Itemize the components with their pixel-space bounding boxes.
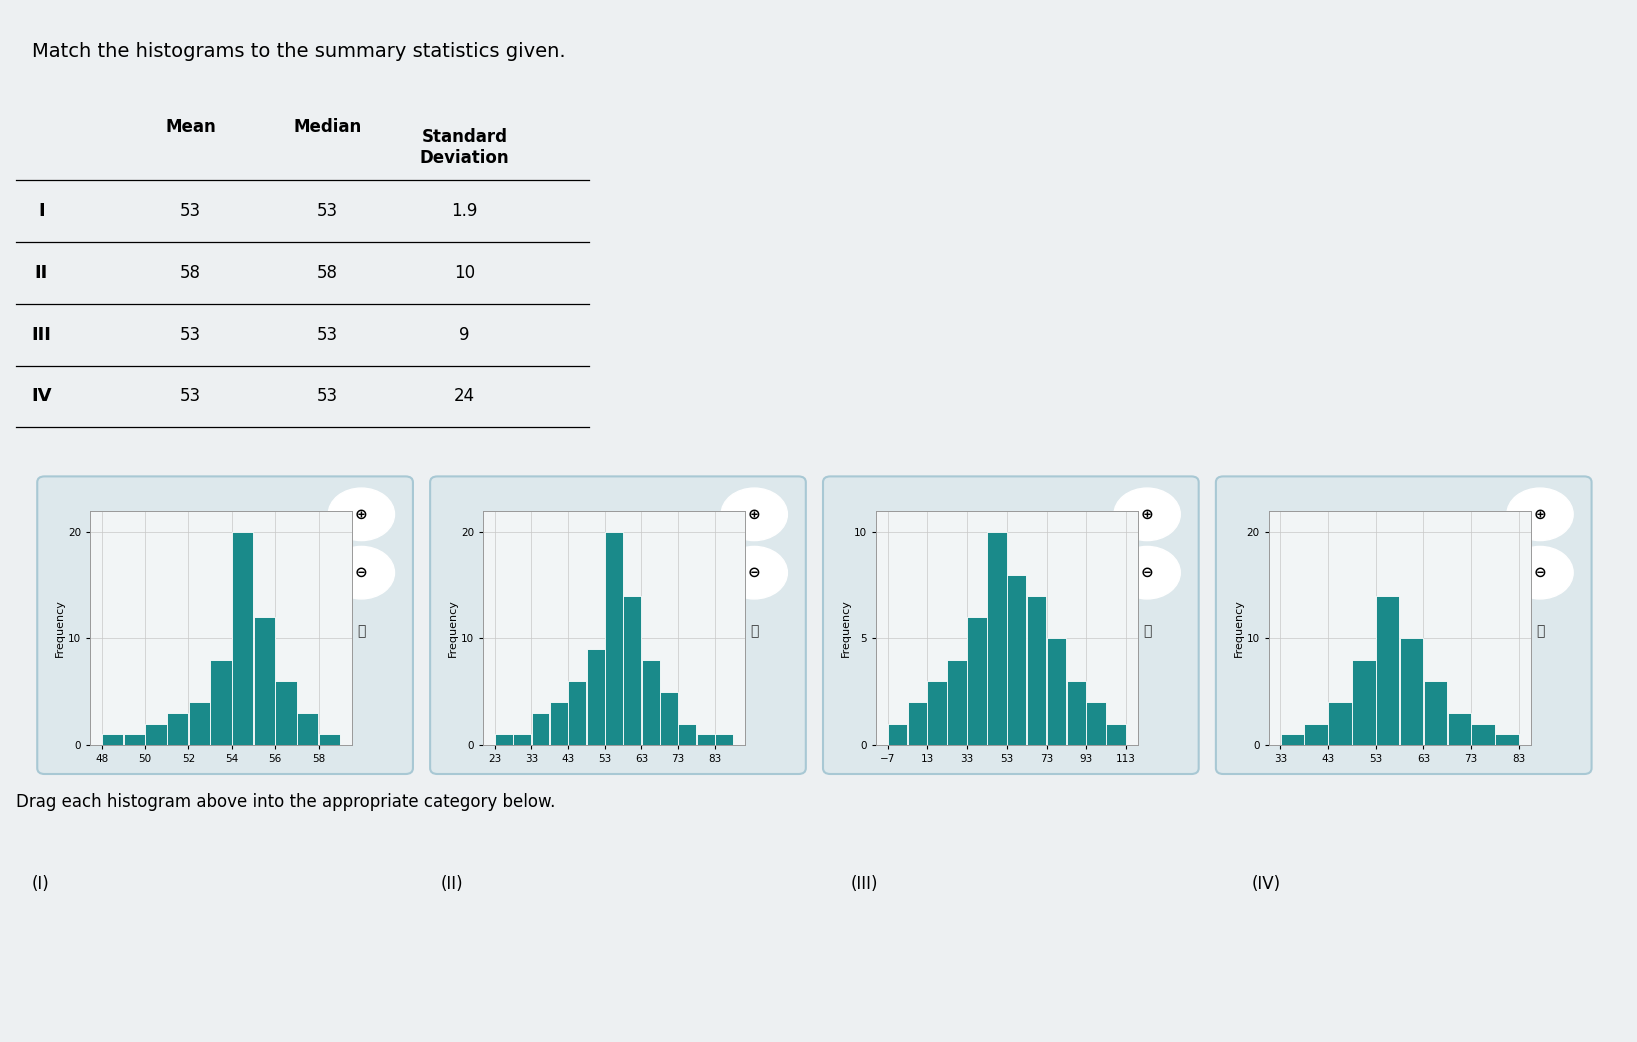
- Text: 10: 10: [453, 264, 475, 281]
- Text: ⊖: ⊖: [748, 565, 761, 580]
- Bar: [678, 724, 696, 745]
- Bar: [124, 735, 146, 745]
- Text: I: I: [38, 202, 44, 220]
- Y-axis label: Frequency: Frequency: [841, 599, 851, 656]
- Bar: [948, 660, 967, 745]
- Text: (IV): (IV): [1251, 874, 1280, 893]
- Text: (III): (III): [850, 874, 877, 893]
- Text: ⧉: ⧉: [1143, 624, 1151, 638]
- Text: 53: 53: [318, 388, 337, 405]
- Bar: [606, 531, 622, 745]
- Text: Standard
Deviation: Standard Deviation: [419, 128, 509, 167]
- Bar: [275, 681, 296, 745]
- Text: Match the histograms to the summary statistics given.: Match the histograms to the summary stat…: [33, 42, 566, 60]
- Bar: [512, 735, 530, 745]
- Bar: [1087, 702, 1107, 745]
- Bar: [928, 681, 946, 745]
- Bar: [232, 531, 254, 745]
- Bar: [101, 735, 123, 745]
- Circle shape: [1115, 546, 1180, 599]
- Bar: [494, 735, 512, 745]
- Bar: [550, 702, 568, 745]
- Text: ⧉: ⧉: [1536, 624, 1544, 638]
- Bar: [188, 702, 210, 745]
- Text: 58: 58: [318, 264, 337, 281]
- Bar: [1107, 724, 1126, 745]
- Text: 9: 9: [458, 325, 470, 344]
- Y-axis label: Frequency: Frequency: [56, 599, 65, 656]
- Text: ⊖: ⊖: [1534, 565, 1547, 580]
- Circle shape: [327, 546, 395, 599]
- Circle shape: [722, 488, 787, 541]
- Y-axis label: Frequency: Frequency: [449, 599, 458, 656]
- Bar: [1067, 681, 1085, 745]
- Text: ⧉: ⧉: [750, 624, 758, 638]
- Text: 24: 24: [453, 388, 475, 405]
- Bar: [319, 735, 340, 745]
- Circle shape: [1506, 546, 1573, 599]
- Bar: [167, 713, 188, 745]
- Text: 53: 53: [180, 202, 201, 220]
- Text: ⧉: ⧉: [357, 624, 365, 638]
- Text: 58: 58: [180, 264, 201, 281]
- Bar: [1305, 724, 1328, 745]
- Text: ⊕: ⊕: [1534, 506, 1547, 522]
- Bar: [1352, 660, 1375, 745]
- Bar: [697, 735, 715, 745]
- Bar: [1026, 596, 1046, 745]
- FancyBboxPatch shape: [823, 476, 1198, 774]
- Text: (II): (II): [440, 874, 463, 893]
- Y-axis label: Frequency: Frequency: [1234, 599, 1244, 656]
- Bar: [642, 660, 660, 745]
- Text: Median: Median: [293, 118, 362, 135]
- Circle shape: [327, 488, 395, 541]
- Bar: [907, 702, 927, 745]
- Bar: [568, 681, 586, 745]
- Bar: [586, 649, 604, 745]
- Text: (I): (I): [31, 874, 49, 893]
- Bar: [146, 724, 167, 745]
- Circle shape: [1115, 488, 1180, 541]
- FancyBboxPatch shape: [1216, 476, 1591, 774]
- Bar: [987, 531, 1007, 745]
- Text: 53: 53: [318, 202, 337, 220]
- Text: 53: 53: [180, 388, 201, 405]
- Bar: [1280, 735, 1305, 745]
- FancyBboxPatch shape: [431, 476, 805, 774]
- Text: 53: 53: [180, 325, 201, 344]
- Text: ⊖: ⊖: [1141, 565, 1154, 580]
- Bar: [1046, 639, 1066, 745]
- Bar: [1495, 735, 1519, 745]
- Text: 53: 53: [318, 325, 337, 344]
- Bar: [1472, 724, 1495, 745]
- FancyBboxPatch shape: [38, 476, 413, 774]
- Bar: [1424, 681, 1447, 745]
- Text: 1.9: 1.9: [452, 202, 478, 220]
- Bar: [967, 617, 987, 745]
- Text: II: II: [34, 264, 47, 281]
- Bar: [211, 660, 231, 745]
- Bar: [532, 713, 550, 745]
- Bar: [1447, 713, 1472, 745]
- Bar: [887, 724, 907, 745]
- Text: ⊕: ⊕: [1141, 506, 1154, 522]
- Bar: [715, 735, 733, 745]
- Bar: [624, 596, 642, 745]
- Text: ⊖: ⊖: [355, 565, 368, 580]
- Bar: [1400, 639, 1423, 745]
- Bar: [296, 713, 318, 745]
- Bar: [1377, 596, 1400, 745]
- Bar: [660, 692, 678, 745]
- Text: ⊕: ⊕: [355, 506, 368, 522]
- Bar: [254, 617, 275, 745]
- Bar: [1328, 702, 1352, 745]
- Text: ⊕: ⊕: [748, 506, 761, 522]
- Circle shape: [1506, 488, 1573, 541]
- Text: III: III: [31, 325, 51, 344]
- Text: Mean: Mean: [165, 118, 216, 135]
- Text: Drag each histogram above into the appropriate category below.: Drag each histogram above into the appro…: [16, 793, 555, 812]
- Text: IV: IV: [31, 388, 51, 405]
- Circle shape: [722, 546, 787, 599]
- Bar: [1007, 574, 1026, 745]
